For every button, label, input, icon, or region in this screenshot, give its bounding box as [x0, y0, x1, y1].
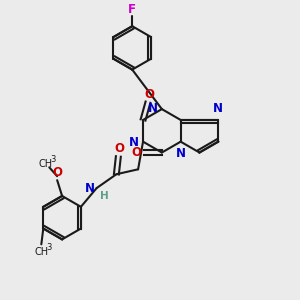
- Text: O: O: [114, 142, 124, 155]
- Text: CH: CH: [34, 247, 48, 257]
- Text: O: O: [144, 88, 154, 101]
- Text: F: F: [128, 3, 136, 16]
- Text: O: O: [131, 146, 141, 159]
- Text: O: O: [52, 166, 62, 179]
- Text: N: N: [129, 136, 139, 149]
- Text: N: N: [85, 182, 95, 195]
- Text: CH: CH: [38, 159, 52, 170]
- Text: H: H: [100, 191, 109, 201]
- Text: N: N: [213, 102, 223, 115]
- Text: N: N: [148, 102, 158, 115]
- Text: N: N: [176, 147, 186, 160]
- Text: 3: 3: [50, 155, 56, 164]
- Text: 3: 3: [46, 243, 52, 252]
